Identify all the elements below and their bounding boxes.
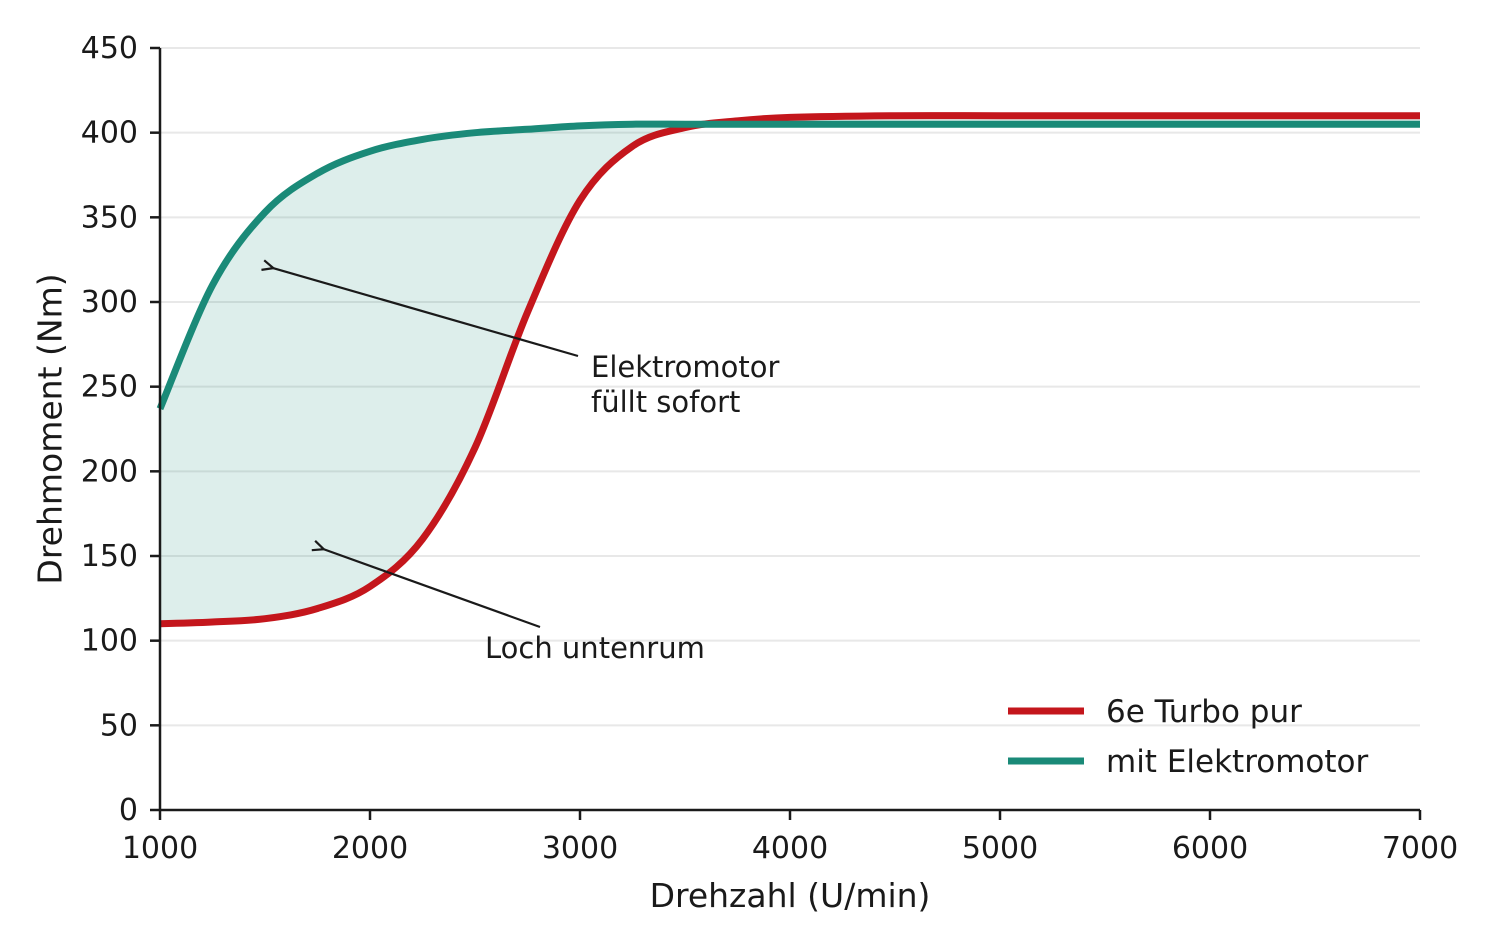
y-tick-label: 50 [100, 708, 138, 743]
legend-label-turbo: 6e Turbo pur [1106, 694, 1302, 730]
y-tick-label: 350 [81, 200, 138, 235]
y-tick-label: 150 [81, 539, 138, 574]
legend: 6e Turbo pur mit Elektromotor [1008, 694, 1369, 780]
annotation-text-line: Elektromotor [591, 350, 780, 384]
x-tick-label: 3000 [542, 831, 618, 866]
x-axis-title: Drehzahl (U/min) [650, 876, 931, 915]
annotation-arrow [324, 549, 541, 629]
x-tick-label: 1000 [122, 831, 198, 866]
annotation-text-line: Loch untenrum [485, 631, 705, 665]
series-line-elektromotor [156, 120, 1420, 411]
series-line-turbo [159, 112, 1420, 628]
annotation-loch: Loch untenrum [324, 549, 705, 665]
annotation-text-line: füllt sofort [591, 385, 740, 419]
torque-gap-fill [160, 115, 1420, 624]
grid-lines [160, 47, 1420, 727]
y-tick-label: 450 [81, 31, 138, 66]
y-tick-label: 0 [119, 793, 138, 828]
annotation-arrow [273, 268, 579, 358]
annotation-elektromotor: Elektromotor füllt sofort [273, 268, 780, 419]
x-tick-label: 6000 [1172, 831, 1248, 866]
legend-label-elektromotor: mit Elektromotor [1106, 744, 1369, 780]
y-tick-label: 200 [81, 454, 138, 489]
x-tick-label: 4000 [752, 831, 828, 866]
y-tick-label: 300 [81, 285, 138, 320]
x-tick-label: 5000 [962, 831, 1038, 866]
x-tick-label: 2000 [332, 831, 408, 866]
y-axis-title: Drehmoment (Nm) [31, 273, 70, 584]
series-lines [156, 112, 1420, 628]
x-ticks: 1000 2000 3000 4000 5000 6000 7000 [122, 810, 1458, 866]
y-tick-label: 250 [81, 370, 138, 405]
y-tick-label: 400 [81, 116, 138, 151]
y-ticks: 0 50 100 150 200 250 300 350 400 450 [81, 31, 160, 828]
y-tick-label: 100 [81, 624, 138, 659]
x-tick-label: 7000 [1382, 831, 1458, 866]
